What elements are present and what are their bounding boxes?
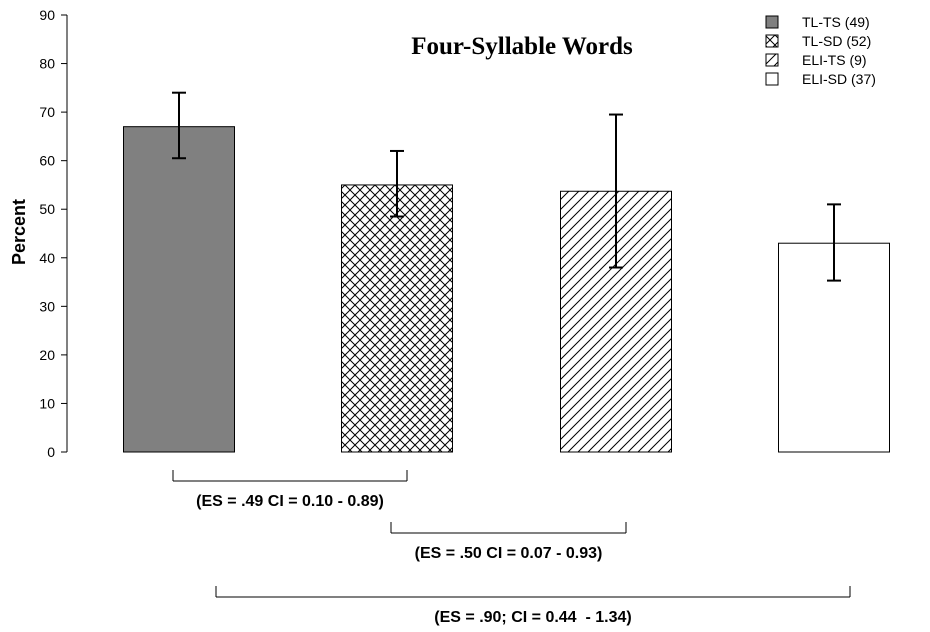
bar bbox=[341, 184, 453, 453]
error-bar bbox=[609, 113, 623, 269]
legend-label: TL-TS (49) bbox=[802, 14, 870, 30]
comparisons: (ES = .49 CI = 0.10 - 0.89) (ES = .50 CI … bbox=[172, 470, 851, 626]
error-bar bbox=[172, 91, 186, 160]
error-bar bbox=[827, 203, 841, 282]
comparison-label: (ES = .90; CI = 0.44 - 1.34) bbox=[434, 609, 631, 626]
comparison-bracket: (ES = .50 CI = 0.07 - 0.93) bbox=[390, 522, 627, 562]
y-tick-label: 70 bbox=[39, 104, 55, 120]
legend-item: TL-SD (52) bbox=[765, 33, 871, 49]
error-bar bbox=[390, 149, 404, 218]
y-tick-label: 60 bbox=[39, 153, 55, 169]
y-tick-label: 20 bbox=[39, 347, 55, 363]
y-axis-label: Percent bbox=[9, 199, 29, 265]
comparison-bracket: (ES = .90; CI = 0.44 - 1.34) bbox=[215, 586, 851, 626]
bar bbox=[123, 126, 235, 453]
legend-item: ELI-SD (37) bbox=[765, 71, 876, 87]
legend-swatch bbox=[765, 15, 779, 29]
legend-swatch bbox=[765, 72, 779, 86]
legend-item: ELI-TS (9) bbox=[765, 52, 867, 68]
y-tick-label: 50 bbox=[39, 201, 55, 217]
y-tick-label: 10 bbox=[39, 395, 55, 411]
legend-label: TL-SD (52) bbox=[802, 33, 871, 49]
comparison-bracket: (ES = .49 CI = 0.10 - 0.89) bbox=[172, 470, 408, 510]
y-axis: 0 10 20 30 40 50 60 70 80 90 bbox=[39, 7, 68, 460]
y-tick-label: 90 bbox=[39, 7, 55, 23]
legend-swatch bbox=[765, 34, 779, 48]
legend: TL-TS (49) TL-SD (52) ELI-TS (9) ELI-SD (37… bbox=[765, 14, 876, 87]
y-tick-label: 80 bbox=[39, 56, 55, 72]
legend-item: TL-TS (49) bbox=[765, 14, 870, 30]
legend-label: ELI-TS (9) bbox=[802, 52, 867, 68]
bars bbox=[123, 126, 890, 453]
legend-label: ELI-SD (37) bbox=[802, 71, 876, 87]
comparison-label: (ES = .50 CI = 0.07 - 0.93) bbox=[415, 545, 603, 562]
comparison-label: (ES = .49 CI = 0.10 - 0.89) bbox=[196, 493, 384, 510]
legend-swatch bbox=[765, 53, 779, 67]
y-tick-label: 40 bbox=[39, 250, 55, 266]
chart-title: Four-Syllable Words bbox=[411, 33, 633, 60]
error-bars bbox=[172, 91, 841, 282]
y-tick-label: 30 bbox=[39, 298, 55, 314]
y-tick-label: 0 bbox=[47, 444, 55, 460]
